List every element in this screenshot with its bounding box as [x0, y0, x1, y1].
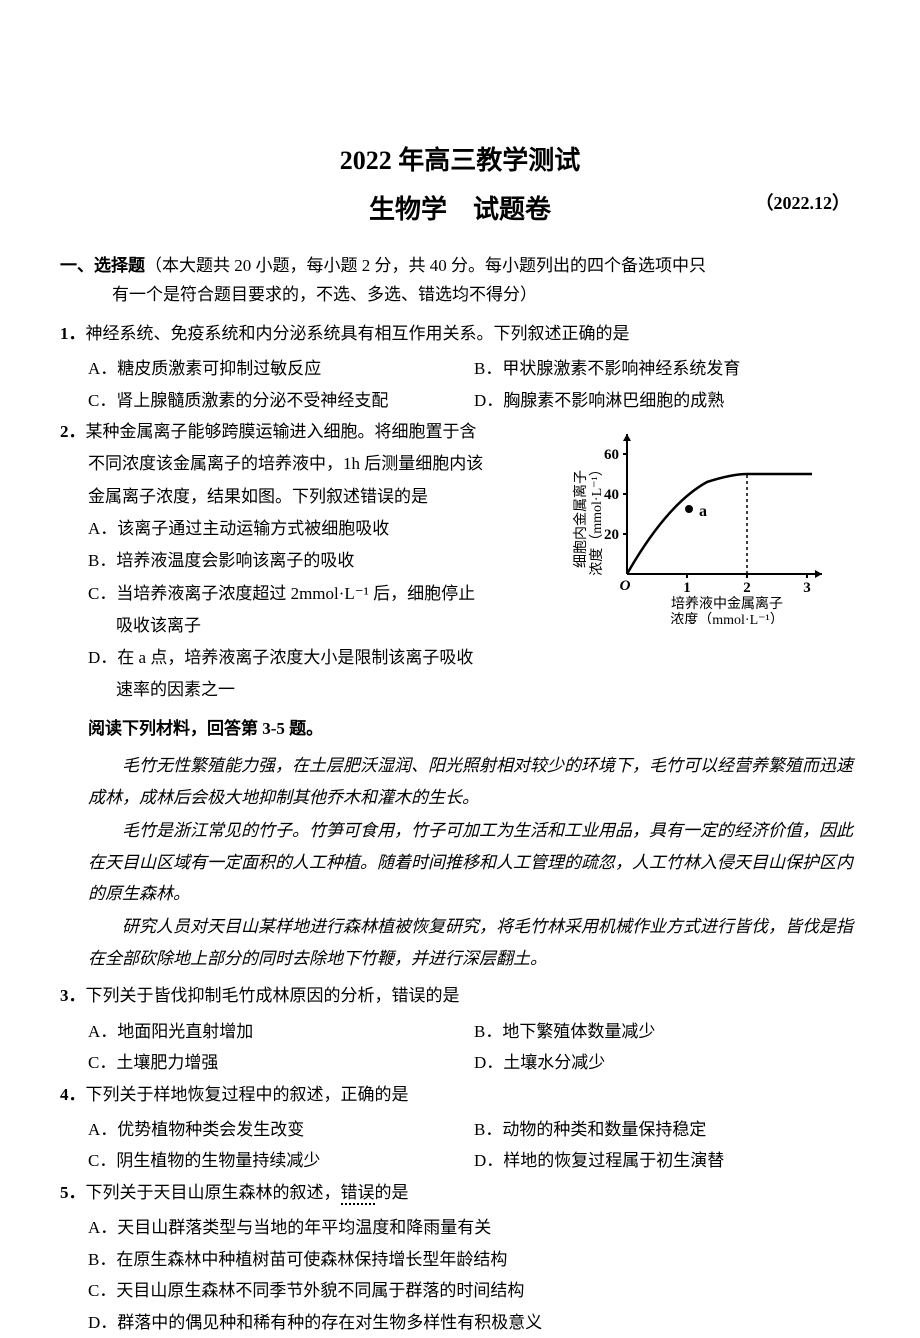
section-header: 一、选择题（本大题共 20 小题，每小题 2 分，共 40 分。每小题列出的四个…: [60, 252, 860, 310]
passage: 毛竹无性繁殖能力强，在土层肥沃湿润、阳光照射相对较少的环境下，毛竹可以经营养繁殖…: [60, 750, 860, 974]
q2-option-d: D．在 a 点，培养液离子浓度大小是限制该离子吸收: [88, 642, 555, 674]
question-1: 1．神经系统、免疫系统和内分泌系统具有相互作用关系。下列叙述正确的是: [60, 318, 860, 349]
q5-number: 5．: [60, 1183, 86, 1202]
chart-curve: [627, 474, 812, 574]
q4-option-a: A．优势植物种类会发生改变: [88, 1114, 474, 1145]
q5-stem-err: 错误: [341, 1183, 375, 1205]
q3-number: 3．: [60, 986, 86, 1005]
question-5: 5．下列关于天目山原生森林的叙述，错误的是: [60, 1177, 860, 1208]
q3-options: A．地面阳光直射增加 B．地下繁殖体数量减少 C．土壤肥力增强 D．土壤水分减少: [60, 1016, 860, 1079]
section-desc-line2: 有一个是符合题目要求的，不选、多选、错选均不得分）: [60, 281, 860, 310]
q4-option-c: C．阴生植物的生物量持续减少: [88, 1145, 474, 1176]
q4-option-b: B．动物的种类和数量保持稳定: [474, 1114, 860, 1145]
passage-p3: 研究人员对天目山某样地进行森林植被恢复研究，将毛竹林采用机械作业方式进行皆伐，皆…: [88, 911, 860, 974]
y-axis-label: 细胞内金属离子: [572, 470, 589, 568]
q3-option-d: D．土壤水分减少: [474, 1047, 860, 1078]
q3-option-a: A．地面阳光直射增加: [88, 1016, 474, 1047]
question-2-container: 2．某种金属离子能够跨膜运输进入细胞。将细胞置于含 不同浓度该金属离子的培养液中…: [60, 416, 860, 707]
main-title: 2022 年高三教学测试: [60, 140, 860, 177]
x-axis-label2: 浓度（mmol·L⁻¹）: [670, 612, 783, 624]
q2-stem-1: 某种金属离子能够跨膜运输进入细胞。将细胞置于含: [86, 422, 477, 441]
x-tick-1: 1: [683, 580, 691, 596]
q2-option-d-line2: 速率的因素之一: [88, 674, 555, 706]
y-tick-60: 60: [604, 447, 619, 463]
q2-option-c: C．当培养液离子浓度超过 2mmol·L⁻¹ 后，细胞停止: [88, 578, 555, 610]
q1-number: 1．: [60, 324, 86, 343]
q1-options: A．糖皮质激素可抑制过敏反应 B．甲状腺激素不影响神经系统发育 C．肾上腺髓质激…: [60, 353, 860, 416]
q5-options: A．天目山群落类型与当地的年平均温度和降雨量有关 B．在原生森林中种植树苗可使森…: [60, 1212, 860, 1338]
subtitle-row: 生物学 试题卷 （2022.12）: [60, 189, 860, 226]
x-arrow: [815, 570, 822, 578]
x-tick-2: 2: [743, 580, 751, 596]
q5-option-d: D．群落中的偶见种和稀有种的存在对生物多样性有积极意义: [88, 1307, 860, 1338]
reading-intro: 阅读下列材料，回答第 3-5 题。: [60, 713, 860, 744]
section-desc: （本大题共 20 小题，每小题 2 分，共 40 分。每小题列出的四个备选项中只: [145, 256, 706, 275]
passage-p1: 毛竹无性繁殖能力强，在土层肥沃湿润、阳光照射相对较少的环境下，毛竹可以经营养繁殖…: [88, 750, 860, 813]
subtitle: 生物学 试题卷: [369, 189, 551, 226]
q1-stem: 神经系统、免疫系统和内分泌系统具有相互作用关系。下列叙述正确的是: [86, 324, 630, 343]
question-3: 3．下列关于皆伐抑制毛竹成林原因的分析，错误的是: [60, 980, 860, 1011]
y-tick-40: 40: [604, 487, 619, 503]
y-tick-20: 20: [604, 527, 619, 543]
point-a: [685, 505, 693, 513]
x-tick-3: 3: [803, 580, 811, 596]
q3-stem: 下列关于皆伐抑制毛竹成林原因的分析，错误的是: [86, 986, 460, 1005]
q3-option-c: C．土壤肥力增强: [88, 1047, 474, 1078]
passage-p2: 毛竹是浙江常见的竹子。竹笋可食用，竹子可加工为生活和工业用品，具有一定的经济价值…: [88, 815, 860, 909]
q4-number: 4．: [60, 1085, 86, 1104]
q5-option-b: B．在原生森林中种植树苗可使森林保持增长型年龄结构: [88, 1244, 860, 1275]
y-axis-label2: 浓度（mmol·L⁻¹）: [589, 462, 605, 575]
q4-options: A．优势植物种类会发生改变 B．动物的种类和数量保持稳定 C．阴生植物的生物量持…: [60, 1114, 860, 1177]
q2-stem-3: 金属离子浓度，结果如图。下列叙述错误的是: [60, 481, 555, 513]
question-4: 4．下列关于样地恢复过程中的叙述，正确的是: [60, 1079, 860, 1110]
q1-option-b: B．甲状腺激素不影响神经系统发育: [474, 353, 860, 384]
q5-stem-pre: 下列关于天目山原生森林的叙述，: [86, 1183, 341, 1202]
exam-date: （2022.12）: [756, 189, 851, 215]
section-label: 一、选择题: [60, 256, 145, 275]
q2-option-c-line2: 吸收该离子: [88, 610, 555, 642]
q2-number: 2．: [60, 422, 86, 441]
q1-option-d: D．胸腺素不影响淋巴细胞的成熟: [474, 385, 860, 416]
q2-chart: 细胞内金属离子 浓度（mmol·L⁻¹） 20 40 60 O 1 2 3: [567, 424, 837, 624]
q1-option-a: A．糖皮质激素可抑制过敏反应: [88, 353, 474, 384]
x-axis-label: 培养液中金属离子: [671, 595, 783, 612]
chart-svg: 细胞内金属离子 浓度（mmol·L⁻¹） 20 40 60 O 1 2 3: [567, 424, 837, 624]
q3-option-b: B．地下繁殖体数量减少: [474, 1016, 860, 1047]
q4-stem: 下列关于样地恢复过程中的叙述，正确的是: [86, 1085, 409, 1104]
q2-option-b: B．培养液温度会影响该离子的吸收: [88, 545, 555, 577]
q5-option-a: A．天目山群落类型与当地的年平均温度和降雨量有关: [88, 1212, 860, 1243]
q1-option-c: C．肾上腺髓质激素的分泌不受神经支配: [88, 385, 474, 416]
q2-options: A．该离子通过主动运输方式被细胞吸收 B．培养液温度会影响该离子的吸收 C．当培…: [60, 513, 555, 707]
q4-option-d: D．样地的恢复过程属于初生演替: [474, 1145, 860, 1176]
point-a-label: a: [699, 503, 707, 520]
q2-stem-2: 不同浓度该金属离子的培养液中，1h 后测量细胞内该: [60, 448, 555, 480]
q2-option-a: A．该离子通过主动运输方式被细胞吸收: [88, 513, 555, 545]
x-tick-o: O: [620, 578, 631, 594]
q5-stem-post: 的是: [375, 1183, 409, 1202]
y-arrow: [623, 434, 631, 441]
q2-text: 2．某种金属离子能够跨膜运输进入细胞。将细胞置于含 不同浓度该金属离子的培养液中…: [60, 416, 555, 707]
